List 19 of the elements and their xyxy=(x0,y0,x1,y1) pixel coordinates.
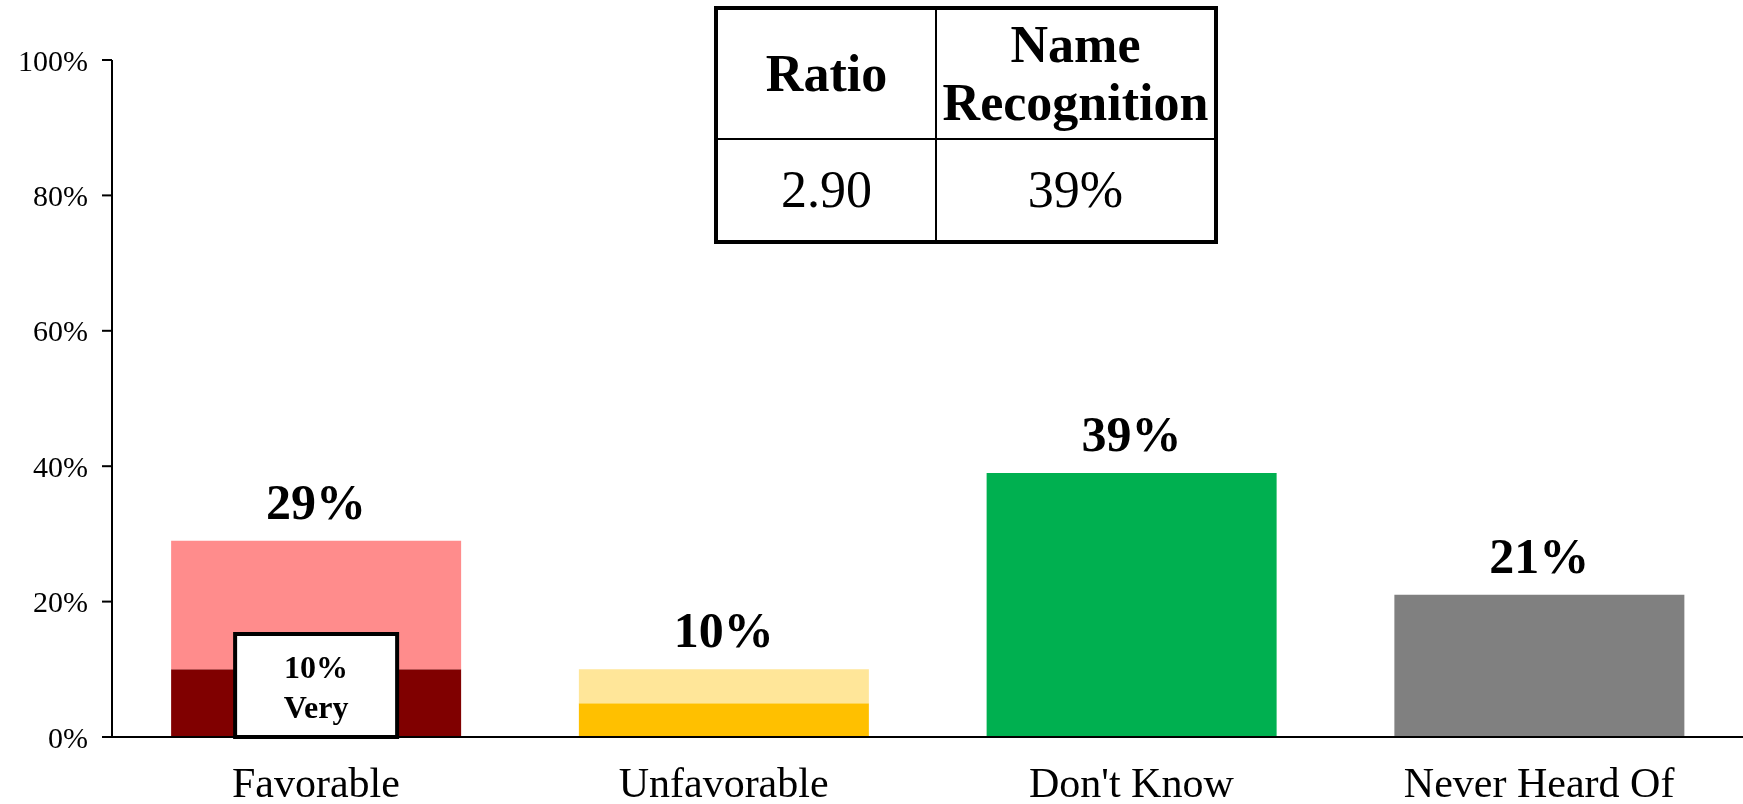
annotation: 2.90 xyxy=(718,140,937,240)
total-label: 21% xyxy=(1489,527,1590,584)
total-label: 39% xyxy=(1081,405,1182,462)
y-tick-label: 80% xyxy=(33,179,88,213)
x-tick-label: Don't Know xyxy=(1029,759,1235,804)
x-tick-label: Never Heard Of xyxy=(1403,759,1675,804)
y-tick-label: 0% xyxy=(48,720,88,754)
y-tick-label: 100% xyxy=(18,43,88,77)
total-label: 10% xyxy=(673,602,774,659)
y-tick-label: 20% xyxy=(33,585,88,619)
total-label: 29% xyxy=(266,473,367,530)
data-label: 10% Very xyxy=(283,649,349,725)
annotation: 39% xyxy=(1026,159,1125,220)
y-tick-label: 60% xyxy=(33,314,88,348)
annotation: Name Recognition xyxy=(937,10,1214,140)
x-tick-label: Unfavorable xyxy=(618,759,829,804)
annotation: Ratio xyxy=(718,10,937,140)
y-tick-label: 40% xyxy=(33,449,88,483)
x-tick-label: Favorable xyxy=(231,759,400,804)
